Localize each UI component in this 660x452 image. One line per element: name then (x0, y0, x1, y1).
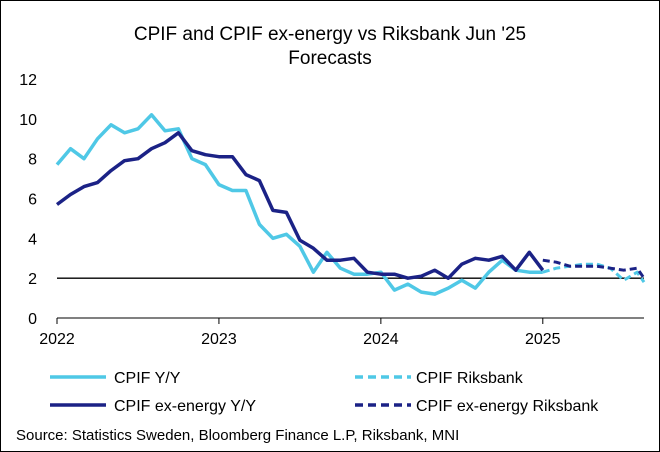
plot-area (55, 113, 646, 296)
y-axis-ticks: 0 2 4 6 8 10 12 (19, 72, 37, 328)
legend: CPIF Y/Y CPIF Riksbank CPIF ex-energy Y/… (50, 370, 599, 415)
chart-title-line-1: CPIF and CPIF ex-energy vs Riksbank Jun … (134, 24, 526, 45)
x-tick-label: 2024 (363, 331, 399, 348)
y-tick-label: 10 (19, 112, 37, 129)
x-tick-label: 2023 (201, 331, 237, 348)
legend-label-cpif-ex-energy-riksbank: CPIF ex-energy Riksbank (416, 398, 599, 415)
legend-label-cpif-yy: CPIF Y/Y (114, 370, 181, 387)
y-tick-label: 8 (28, 152, 37, 169)
y-tick-label: 12 (19, 72, 37, 89)
series-cpif-ex-energy-riksbank (542, 258, 646, 280)
legend-label-cpif-riksbank: CPIF Riksbank (416, 370, 524, 387)
x-tick-label: 2025 (525, 331, 561, 348)
series-cpif-yy (55, 113, 543, 296)
chart-title-line-2: Forecasts (288, 48, 371, 69)
series-cpif-ex-energy-yy (55, 131, 545, 280)
x-tick-label: 2022 (39, 331, 75, 348)
y-tick-label: 6 (28, 192, 37, 209)
source-note: Source: Statistics Sweden, Bloomberg Fin… (16, 427, 459, 444)
y-tick-label: 0 (28, 311, 37, 328)
y-tick-label: 4 (28, 231, 37, 248)
legend-label-cpif-ex-energy-yy: CPIF ex-energy Y/Y (114, 398, 256, 415)
y-tick-label: 2 (28, 271, 37, 288)
x-axis: 2022 2023 2024 2025 (39, 317, 644, 348)
series-cpif-riksbank (542, 262, 646, 283)
